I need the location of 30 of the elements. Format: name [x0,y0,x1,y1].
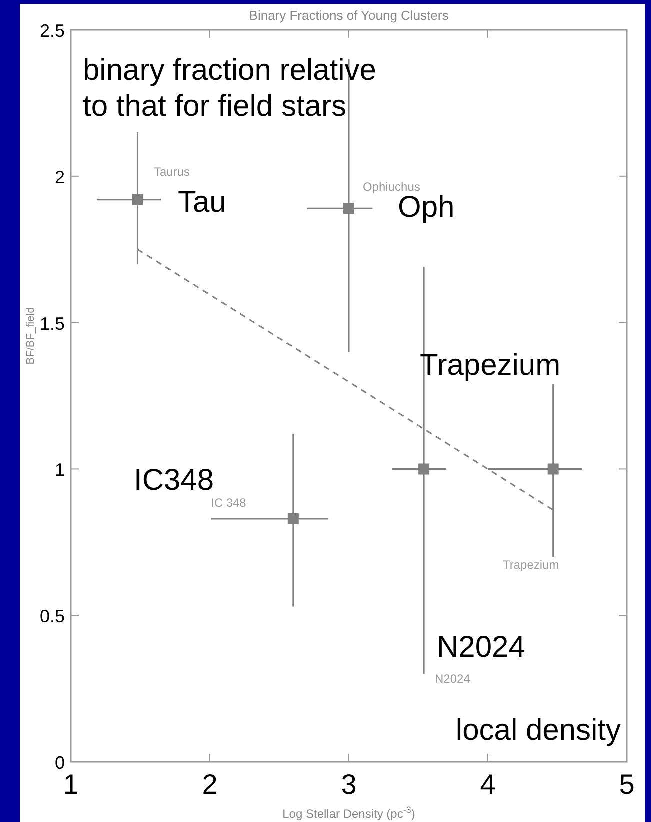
x-tick-label: 4 [480,769,496,800]
annotation: N2024 [435,672,471,686]
y-tick-label: 1 [54,460,65,480]
x-tick-label: 2 [202,769,218,800]
y-axis-title: BF/BF_field [25,307,37,365]
annotation: Ophiuchus [363,180,420,194]
y-tick-label: 2.5 [40,21,65,41]
annotation: Tau [178,186,226,219]
x-tick-label: 5 [619,769,635,800]
annotation: binary fraction relative to that for field stars [83,54,376,123]
x-axis-title: Log Stellar Density (pc$^{-3}$) [282,805,416,821]
annotation: local density [456,714,621,747]
y-tick-label: 0.5 [40,606,65,627]
annotation: IC348 [134,464,214,497]
y-tick-label: 1.5 [40,314,65,334]
y-tick-label: 2 [54,167,65,188]
point [548,464,559,475]
chart-title: Binary Fractions of Young Clusters [249,8,450,23]
annotation: Trapezium [503,558,560,572]
annotation: Oph [398,191,455,224]
x-tick-label: 3 [341,769,357,800]
annotation: Trapezium [420,349,561,382]
point [288,513,299,524]
point [418,464,430,475]
point [344,203,354,214]
annotation: N2024 [437,631,526,664]
annotation: Taurus [154,165,190,179]
annotation: IC 348 [211,496,247,510]
y-tick-label: 0 [54,753,65,773]
point [132,194,144,206]
